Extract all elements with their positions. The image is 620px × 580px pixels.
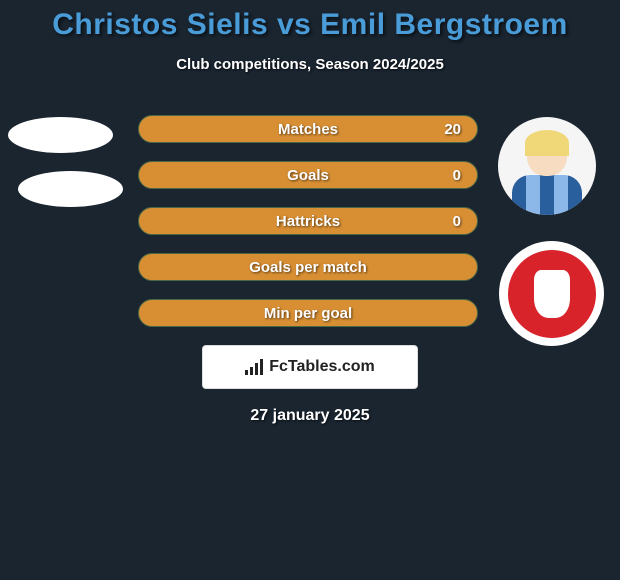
stat-bar-goals-per-match: Goals per match	[138, 253, 478, 281]
stat-label: Hattricks	[276, 213, 340, 230]
stat-value: 0	[453, 213, 461, 230]
player-silhouette-icon	[512, 130, 582, 215]
snapshot-date: 27 january 2025	[0, 407, 620, 425]
brand-watermark: FcTables.com	[202, 345, 418, 389]
stat-bar-goals: Goals 0	[138, 161, 478, 189]
stat-value: 20	[444, 121, 461, 138]
bar-chart-icon	[245, 359, 263, 375]
stat-label: Min per goal	[264, 305, 352, 322]
page-title: Christos Sielis vs Emil Bergstroem	[0, 0, 620, 42]
stat-label: Matches	[278, 121, 338, 138]
stats-list: Matches 20 Goals 0 Hattricks 0 Goals per…	[138, 115, 478, 327]
club-badge-icon	[508, 250, 596, 338]
stat-bar-min-per-goal: Min per goal	[138, 299, 478, 327]
stat-label: Goals	[287, 167, 329, 184]
stat-label: Goals per match	[249, 259, 367, 276]
brand-text: FcTables.com	[269, 358, 375, 376]
stat-bar-hattricks: Hattricks 0	[138, 207, 478, 235]
player-left-avatar-placeholder	[8, 117, 113, 153]
stat-bar-matches: Matches 20	[138, 115, 478, 143]
club-right-badge	[499, 241, 604, 346]
club-left-badge-placeholder	[18, 171, 123, 207]
stat-value: 0	[453, 167, 461, 184]
player-right-avatar	[498, 117, 596, 215]
subtitle: Club competitions, Season 2024/2025	[0, 56, 620, 73]
comparison-panel: Matches 20 Goals 0 Hattricks 0 Goals per…	[0, 115, 620, 425]
